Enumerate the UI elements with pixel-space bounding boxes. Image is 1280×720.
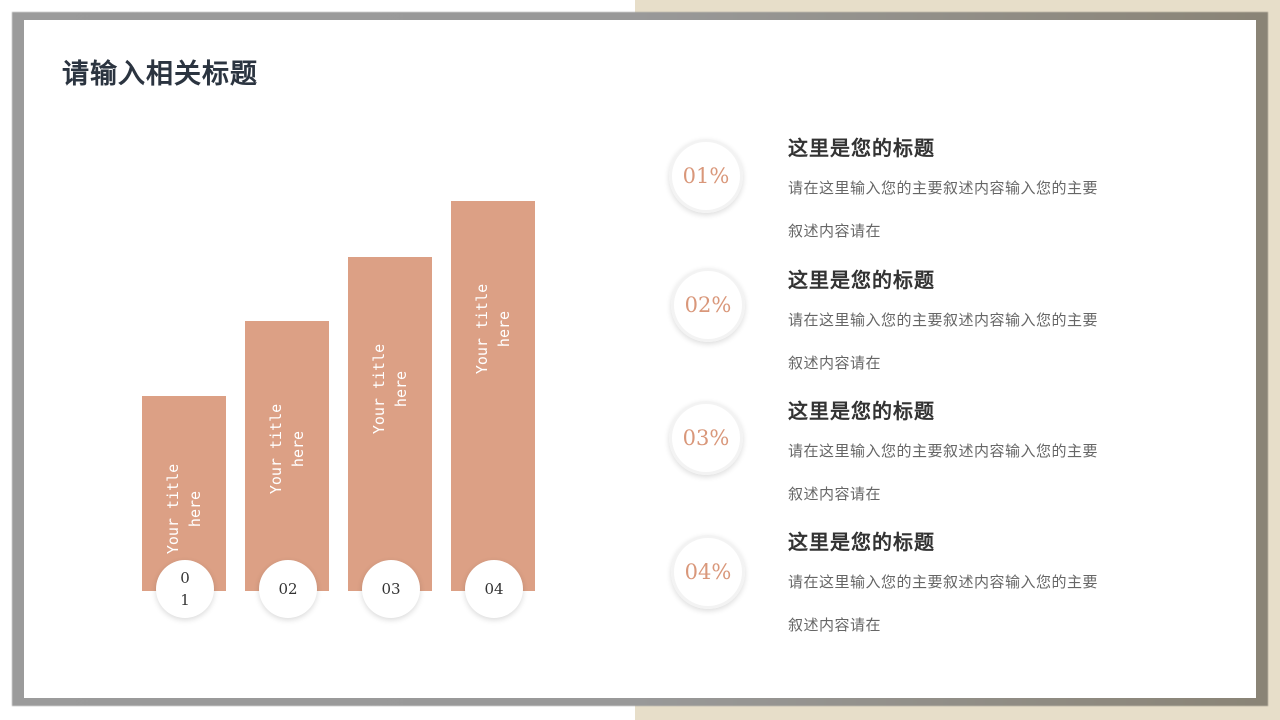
percent-badge: 03% — [669, 401, 743, 475]
bar-label-line2: here — [495, 310, 513, 348]
bar-1: Your title here — [142, 396, 226, 591]
bar-2: Your title here — [245, 321, 329, 591]
percent-badge: 04% — [671, 535, 745, 609]
slide: 请输入相关标题 Your title here Your title here Yo… — [24, 20, 1256, 698]
bar-number-badge: 0 1 — [156, 560, 214, 618]
item-desc: 请在这里输入您的主要叙述内容输入您的主要叙述内容请在 — [788, 179, 1099, 240]
bar-label-line1: Your title — [370, 343, 388, 435]
bar-label-line1: Your title — [473, 283, 491, 375]
item-title: 这里是您的标题 — [788, 399, 935, 423]
percent-badge: 02% — [671, 268, 745, 342]
bar-number-badge: 02 — [259, 560, 317, 618]
bar-label-line2: here — [289, 430, 307, 468]
item-title: 这里是您的标题 — [788, 530, 935, 554]
item-desc: 请在这里输入您的主要叙述内容输入您的主要叙述内容请在 — [788, 573, 1099, 634]
bar-number-badge: 03 — [362, 560, 420, 618]
item-desc: 请在这里输入您的主要叙述内容输入您的主要叙述内容请在 — [788, 442, 1099, 503]
bar-number-badge: 04 — [465, 560, 523, 618]
page-title: 请输入相关标题 — [62, 59, 258, 90]
bar-label-line1: Your title — [267, 403, 285, 495]
bar-label-line2: here — [392, 370, 410, 408]
bar-4: Your title here — [451, 201, 535, 591]
item-title: 这里是您的标题 — [788, 268, 935, 292]
item-desc: 请在这里输入您的主要叙述内容输入您的主要叙述内容请在 — [788, 311, 1099, 372]
bar-3: Your title here — [348, 257, 432, 591]
percent-badge: 01% — [669, 139, 743, 213]
item-title: 这里是您的标题 — [788, 136, 935, 160]
